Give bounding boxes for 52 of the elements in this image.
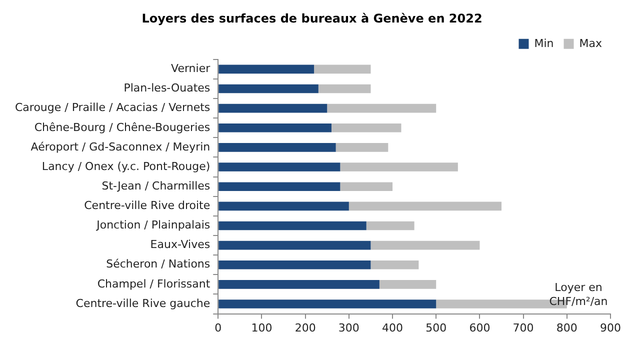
- bar: [218, 202, 349, 211]
- y-tick-label: Aéroport / Gd-Saconnex / Meyrin: [30, 140, 210, 154]
- x-tick-label: 0: [214, 321, 222, 334]
- y-tick-label: Jonction / Plainpalais: [96, 218, 210, 232]
- bar: [348, 202, 502, 211]
- bar: [379, 280, 436, 289]
- x-tick-label: 700: [512, 321, 534, 334]
- bar: [218, 221, 366, 230]
- bar: [218, 240, 371, 250]
- bar: [318, 84, 371, 94]
- bar: [218, 143, 336, 152]
- y-tick-label: Sécheron / Nations: [106, 258, 210, 271]
- bar: [218, 123, 332, 132]
- bar: [218, 104, 328, 113]
- bar: [218, 162, 340, 172]
- x-tick-label: 800: [556, 321, 578, 334]
- annotation: Loyer en CHF/m²/an: [549, 281, 608, 308]
- y-tick-label: Plan-les-Ouates: [124, 82, 210, 95]
- bar: [327, 104, 436, 113]
- bar: [340, 162, 458, 172]
- bar: [370, 240, 480, 250]
- bar: [218, 84, 318, 94]
- legend-label: Min: [534, 36, 554, 50]
- x-tick-label: 200: [294, 321, 316, 334]
- x-tick-label: 100: [251, 321, 272, 334]
- y-tick-label: Champel / Florissant: [97, 277, 211, 290]
- y-tick-label: Eaux-Vives: [150, 238, 210, 252]
- x-tick-label: 400: [382, 321, 404, 334]
- y-tick-label: Centre-ville Rive gauche: [76, 296, 210, 310]
- x-tick-label: 300: [338, 321, 360, 334]
- y-tick-label: St-Jean / Charmilles: [102, 179, 210, 192]
- bar: [218, 280, 380, 289]
- chart-title: Loyers des surfaces de bureaux à Genève en 2022: [142, 11, 482, 26]
- bar: [218, 182, 340, 192]
- x-tick-label: 900: [600, 321, 621, 334]
- x-tick-label: 500: [426, 321, 447, 334]
- bar: [218, 260, 371, 270]
- y-tick-label: Carouge / Praille / Acacias / Vernets: [14, 101, 210, 114]
- bar: [218, 300, 436, 308]
- bar: [370, 260, 419, 270]
- y-tick-label: Chêne-Bourg / Chêne-Bougeries: [34, 120, 210, 134]
- bar: [340, 182, 393, 192]
- y-tick-label: Lancy / Onex (y.c. Pont-Rouge): [42, 160, 210, 173]
- bar: [314, 64, 371, 74]
- x-tick-label: 600: [469, 321, 490, 334]
- y-tick-label: Vernier: [171, 62, 211, 76]
- bar: [336, 143, 388, 152]
- y-tick-label: Centre-ville Rive droite: [84, 199, 210, 212]
- legend-label: Max: [579, 36, 602, 50]
- bar: [218, 64, 314, 74]
- bar: [331, 123, 402, 132]
- bar: [366, 221, 414, 230]
